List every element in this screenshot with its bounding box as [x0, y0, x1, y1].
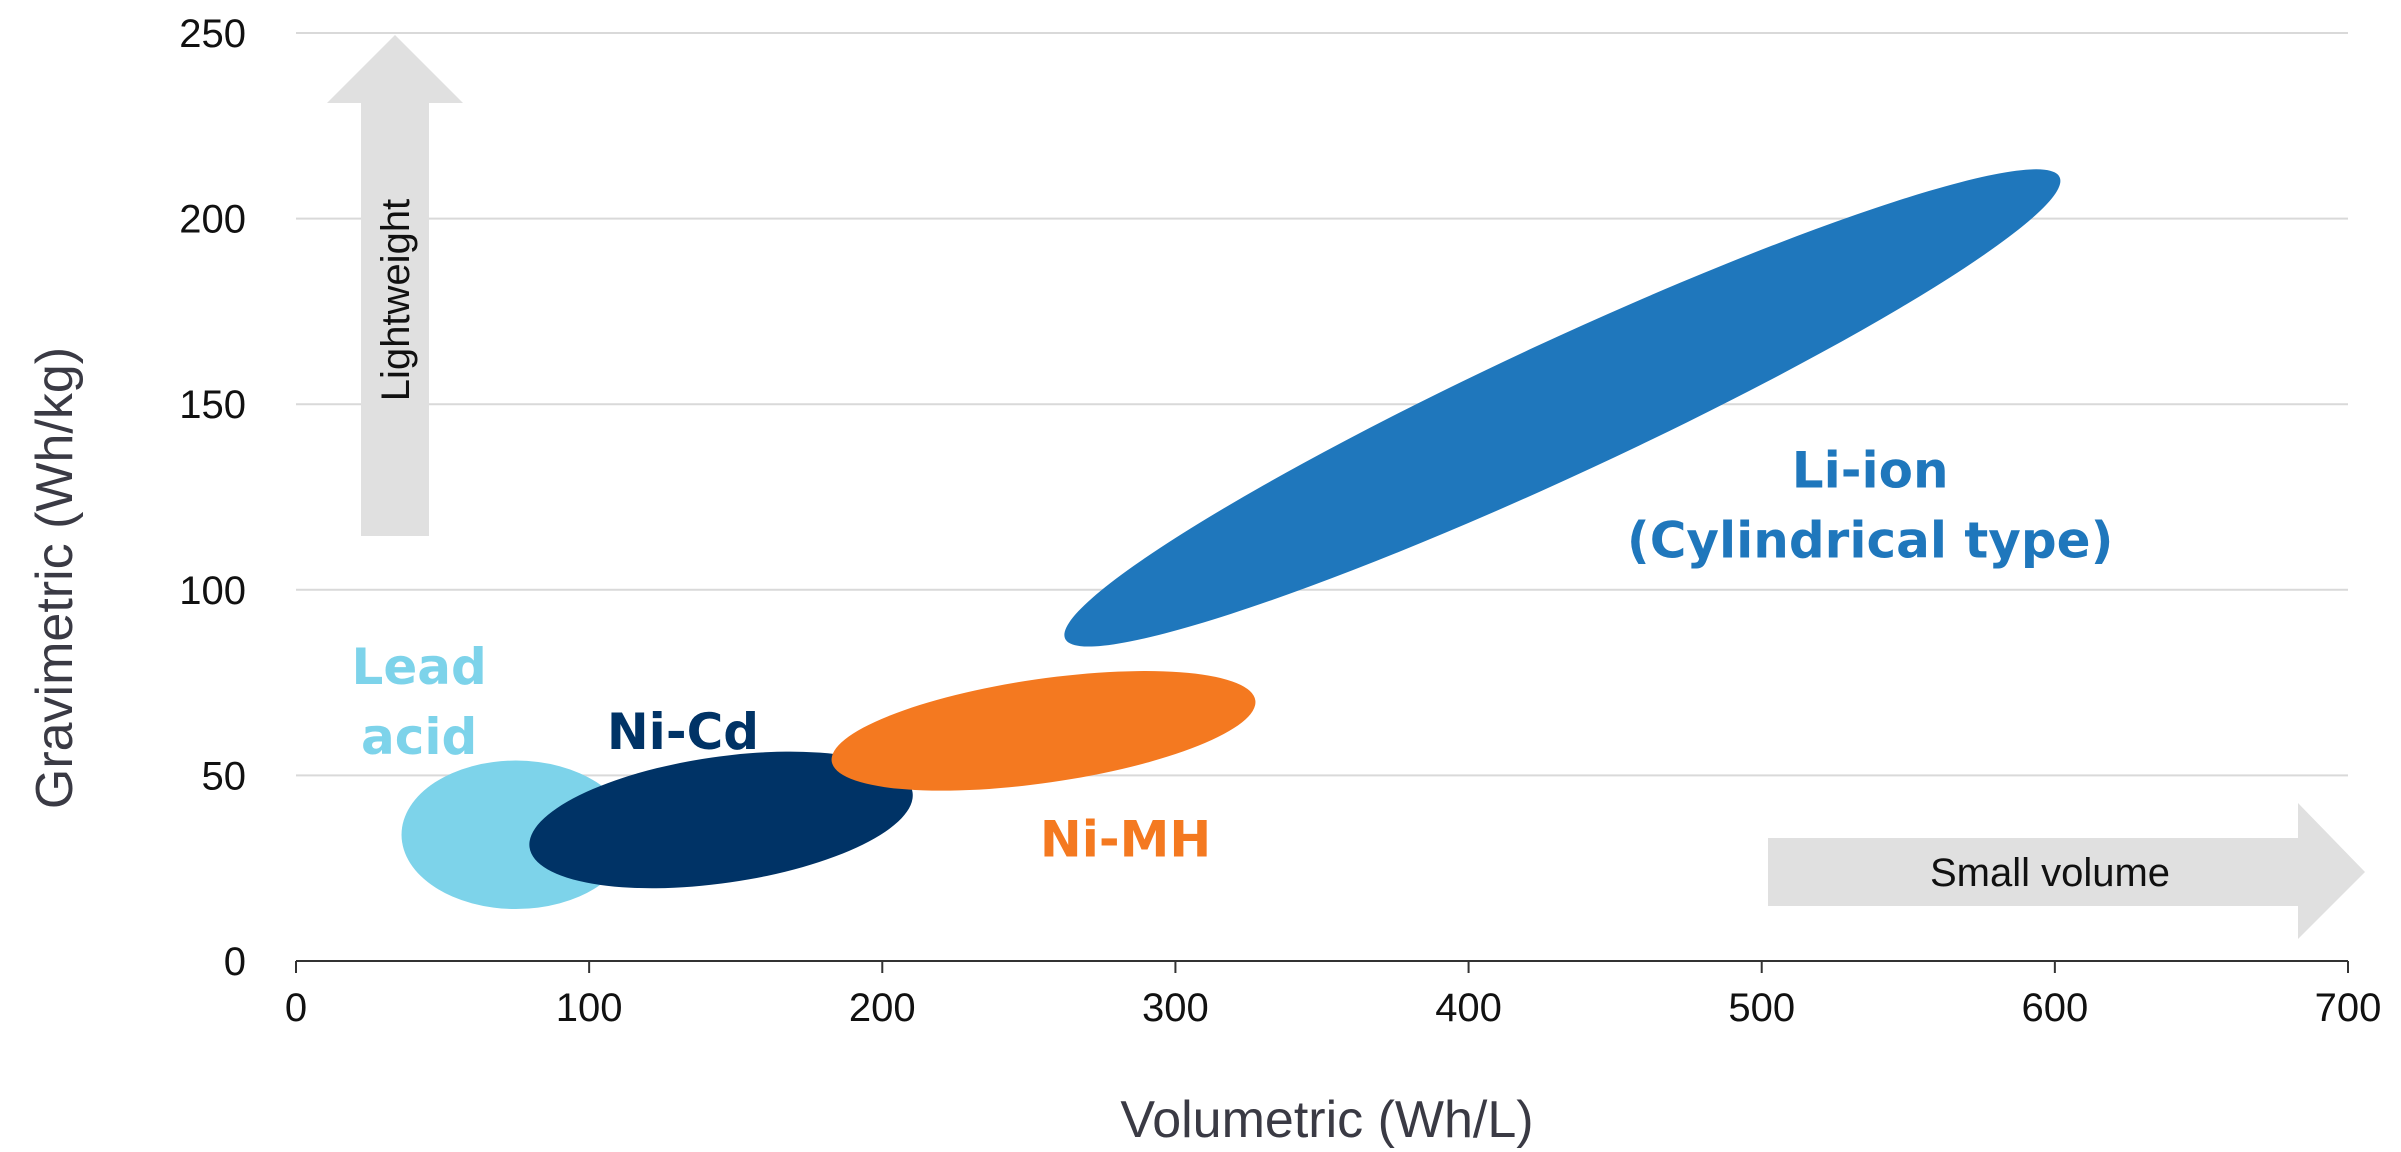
small-volume-arrow-label: Small volume	[1930, 851, 2170, 895]
label-li-ion-cylindrical-type-line-2: (Cylindrical type)	[1627, 511, 2114, 569]
axes: 0 50 100 150 200 250 0 100 200 300 400 500 600 700	[179, 12, 2381, 1030]
y-tick-label-200: 200	[179, 198, 246, 242]
x-tick-label-100: 100	[556, 986, 623, 1030]
label-ni-cd: Ni-Cd	[607, 703, 759, 761]
y-axis-title: Gravimetric (Wh/kg)	[26, 347, 84, 809]
gridlines	[296, 32, 2348, 777]
x-tick-label-0: 0	[285, 986, 307, 1030]
lightweight-arrow	[327, 35, 463, 536]
label-ni-cd-line-1: Ni-Cd	[607, 703, 759, 761]
region-li-ion-cylindrical-type	[1064, 169, 2061, 647]
label-li-ion-cylindrical-type-line-1: Li-ion	[1792, 441, 1949, 499]
annotation-arrows: Lightweight Small volume	[327, 35, 2365, 939]
region-labels: Lead acid Ni-Cd Ni-MH Li-ion (Cylindrical typ…	[351, 441, 2113, 868]
label-ni-mh: Ni-MH	[1040, 811, 1211, 869]
x-tick-label-200: 200	[849, 986, 916, 1030]
x-tick-label-700: 700	[2315, 986, 2382, 1030]
label-ni-mh-line-1: Ni-MH	[1040, 811, 1211, 869]
x-tick-label-600: 600	[2021, 986, 2088, 1030]
y-tick-label-250: 250	[179, 12, 246, 56]
data-regions	[401, 169, 2061, 910]
label-lead-acid: Lead acid	[351, 638, 486, 766]
y-tick-label-50: 50	[202, 754, 247, 798]
region-ni-mh	[831, 671, 1256, 791]
x-tick-label-300: 300	[1142, 986, 1209, 1030]
lightweight-arrow-label: Lightweight	[374, 199, 418, 401]
label-lead-acid-line-2: acid	[361, 708, 477, 766]
y-tick-label-0: 0	[224, 940, 246, 984]
x-axis-title: Volumetric (Wh/L)	[1120, 1091, 1533, 1149]
small-volume-arrow	[1768, 803, 2365, 939]
label-li-ion-cylindrical-type: Li-ion (Cylindrical type)	[1627, 441, 2114, 569]
region-ni-cd	[529, 751, 913, 889]
x-tick-label-500: 500	[1728, 986, 1795, 1030]
label-lead-acid-line-1: Lead	[351, 638, 486, 696]
y-tick-label-100: 100	[179, 569, 246, 613]
y-tick-label-150: 150	[179, 383, 246, 427]
x-tick-label-400: 400	[1435, 986, 1502, 1030]
